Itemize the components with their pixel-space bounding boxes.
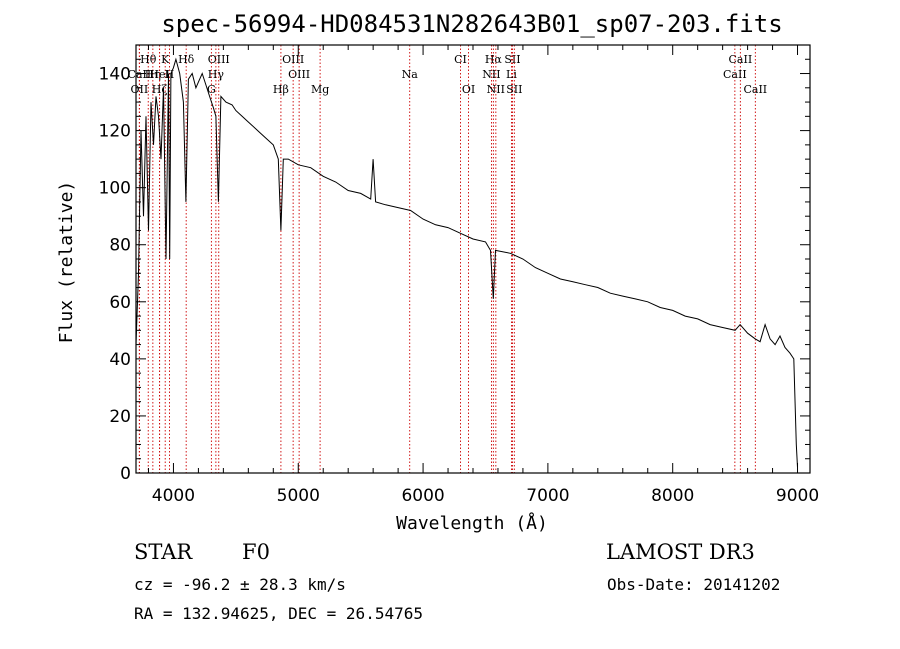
spectral-line-label: K: [161, 53, 170, 66]
y-tick-label: 80: [109, 236, 131, 256]
spectral-line-label: Hγ: [208, 68, 225, 81]
spectral-line-label: G: [207, 83, 216, 96]
spectral-line-label: H: [165, 68, 175, 81]
x-axis-label: Wavelength (Å): [396, 512, 548, 534]
y-tick-label: 120: [99, 122, 131, 142]
spectral-line-label: SII: [504, 53, 520, 66]
y-tick-label: 20: [109, 407, 131, 427]
spectral-line-label: SII: [506, 83, 522, 96]
x-tick-label: 9000: [776, 486, 819, 506]
y-tick-label: 140: [99, 65, 131, 85]
spectral-line-label: CaII: [729, 53, 753, 66]
x-tick-label: 8000: [651, 486, 694, 506]
spectral-line-label: Hζ: [152, 83, 168, 96]
y-tick-label: 40: [109, 350, 131, 370]
y-tick-label: 100: [99, 179, 131, 199]
spectral-line-label: Na: [402, 68, 419, 81]
spectral-line-label: Mg: [311, 83, 329, 96]
plot-frame: [135, 44, 811, 474]
spectral-line-label: OIII: [288, 68, 310, 81]
observation-date: Obs-Date: 20141202: [607, 575, 781, 594]
spectral-line-label: CaII: [723, 68, 747, 81]
object-class: STAR: [134, 540, 193, 564]
spectral-line-label: CaII: [743, 83, 767, 96]
x-tick-label: 7000: [526, 486, 569, 506]
object-subclass: F0: [242, 540, 270, 564]
spectral-line-label: Hβ: [273, 83, 289, 96]
spectral-line-label: OIII: [282, 53, 304, 66]
spectral-line-label: NII: [487, 83, 505, 96]
x-tick-label: 4000: [152, 486, 195, 506]
spectral-line-label: Hθ: [140, 53, 157, 66]
spectral-line-label: Li: [506, 68, 517, 81]
spectral-line-label: Hη: [145, 68, 161, 81]
spectral-line-label: NII: [482, 68, 500, 81]
spectral-line-label: CI: [454, 53, 467, 66]
spectral-line-label: OIII: [208, 53, 230, 66]
y-tick-label: 0: [120, 464, 131, 484]
chart-title: spec-56994-HD084531N282643B01_sp07-203.f…: [161, 10, 782, 38]
spectral-line-label: OI: [462, 83, 475, 96]
sky-coordinates: RA = 132.94625, DEC = 26.54765: [134, 604, 423, 623]
spectrum-series-line: [135, 57, 798, 468]
redshift-value: cz = -96.2 ± 28.3 km/s: [134, 575, 346, 594]
x-tick-label: 6000: [401, 486, 444, 506]
y-axis-label: Flux (relative): [56, 181, 77, 344]
x-tick-label: 5000: [277, 486, 320, 506]
y-tick-label: 60: [109, 293, 131, 313]
spectral-line-label: Hδ: [178, 53, 195, 66]
spectral-line-label: OII: [131, 83, 149, 96]
survey-name: LAMOST DR3: [606, 540, 755, 564]
spectral-line-label: Hα: [485, 53, 503, 66]
axis-ticks: 4000 5000 6000 7000 8000 9000 0 20 40 60 80 100 120 1…: [99, 45, 819, 506]
